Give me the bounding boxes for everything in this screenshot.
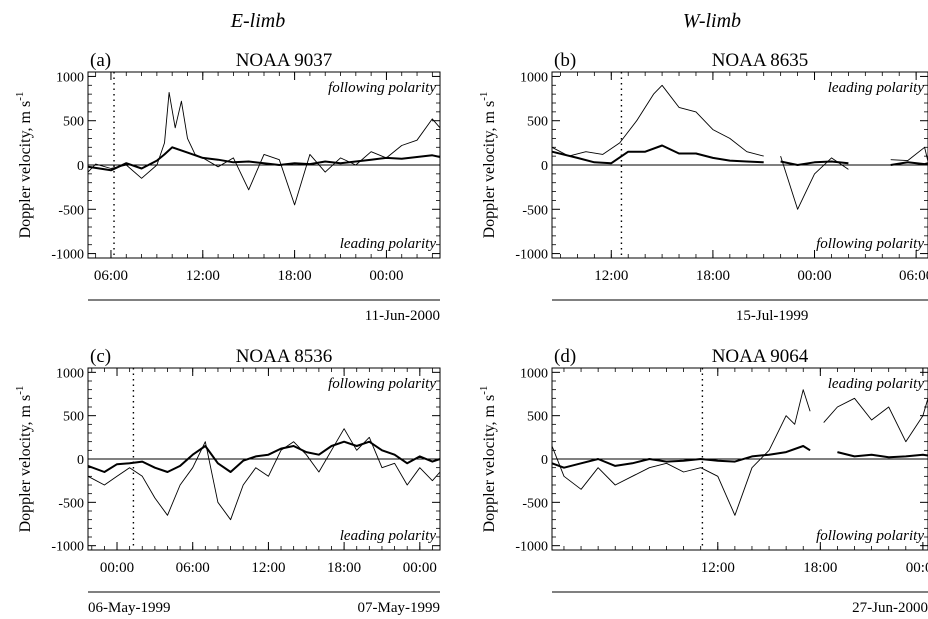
y-tick-label: -500 — [522, 203, 548, 218]
plot-frame — [87, 71, 441, 259]
y-tick-label: 500 — [63, 410, 84, 425]
date-label: 15-Jul-1999 — [736, 308, 809, 324]
annotation-top: following polarity — [328, 80, 436, 96]
y-tick-label: 0 — [77, 453, 84, 468]
y-tick-label: -500 — [522, 496, 548, 511]
x-tick-label: 18:00 — [696, 268, 730, 284]
y-tick-label: -1000 — [51, 248, 84, 263]
y-tick-label: 1000 — [56, 366, 84, 381]
series-line-thin-1 — [823, 397, 928, 443]
x-tick-label: 00:00 — [797, 268, 831, 284]
x-tick-label: 12:00 — [186, 268, 220, 284]
plot-frame — [87, 367, 441, 551]
panel-label: (b) — [554, 50, 576, 71]
y-tick-label: -500 — [58, 203, 84, 218]
annotation-bottom: leading polarity — [340, 528, 437, 544]
panel-title: NOAA 8536 — [236, 346, 333, 367]
y-tick-label: 0 — [541, 453, 548, 468]
x-tick-label: 00:00 — [403, 560, 437, 576]
y-tick-label: 0 — [541, 159, 548, 174]
y-tick-label: 500 — [527, 410, 548, 425]
column-title-w-limb: W-limb — [683, 10, 741, 32]
annotation-bottom: leading polarity — [340, 236, 437, 252]
y-axis-title: Doppler velocity, m s-1 — [14, 92, 34, 239]
panel-title: NOAA 8635 — [712, 50, 809, 71]
date-label: 06-May-1999 — [88, 600, 171, 616]
annotation-top: leading polarity — [828, 80, 925, 96]
y-tick-label: 500 — [527, 115, 548, 130]
chart-panel-3: (d) NOAA 9064 1000 500 0 -500 -1000 Doppler vel… — [478, 346, 928, 616]
y-tick-label: 1000 — [520, 70, 548, 85]
x-tick-label: 06:00 — [899, 268, 928, 284]
panel-label: (c) — [90, 346, 111, 367]
x-tick-label: 12:00 — [251, 560, 285, 576]
date-label: 07-May-1999 — [358, 600, 441, 616]
panel-title: NOAA 9064 — [712, 346, 809, 367]
series-line-thick-0 — [87, 146, 441, 172]
y-tick-label: -1000 — [515, 248, 548, 263]
panel-title: NOAA 9037 — [236, 50, 333, 71]
series-line-thin-0 — [551, 84, 764, 157]
annotation-top: following polarity — [328, 376, 436, 392]
series-line-thick-2 — [890, 161, 928, 166]
x-tick-label: 18:00 — [278, 268, 312, 284]
y-tick-label: 0 — [77, 159, 84, 174]
plot-frame — [551, 71, 928, 259]
y-axis-title: Doppler velocity, m s-1 — [478, 92, 498, 239]
x-tick-label: 06:00 — [176, 560, 210, 576]
series-line-thin-2 — [890, 146, 928, 162]
y-axis-title: Doppler velocity, m s-1 — [14, 386, 34, 533]
x-tick-label: 00:00 — [100, 560, 134, 576]
y-axis-title: Doppler velocity, m s-1 — [478, 386, 498, 533]
series-line-thick-1 — [837, 451, 928, 459]
panel-label: (d) — [554, 346, 576, 367]
date-label: 27-Jun-2000 — [852, 600, 928, 616]
series-line-thick-0 — [87, 440, 441, 473]
x-tick-label: 12:00 — [701, 560, 735, 576]
chart-panel-1: (b) NOAA 8635 1000 500 0 -500 -1000 Doppler vel… — [478, 50, 928, 324]
annotation-bottom: following polarity — [816, 528, 924, 544]
x-tick-label: 18:00 — [327, 560, 361, 576]
y-tick-label: -500 — [58, 496, 84, 511]
y-tick-label: 1000 — [520, 366, 548, 381]
plot-frame — [551, 367, 928, 551]
annotation-bottom: following polarity — [816, 236, 924, 252]
x-tick-label: 06:00 — [94, 268, 128, 284]
x-tick-label: 18:00 — [803, 560, 837, 576]
y-tick-label: -1000 — [51, 540, 84, 555]
series-line-thick-0 — [551, 144, 764, 165]
panel-label: (a) — [90, 50, 111, 71]
column-title-e-limb: E-limb — [230, 10, 285, 32]
series-line-thin-0 — [87, 428, 441, 521]
x-tick-label: 00:00 — [369, 268, 403, 284]
chart-panel-0: (a) NOAA 9037 1000 500 0 -500 -1000 Doppler vel… — [14, 50, 441, 324]
series-line-thick-0 — [551, 445, 811, 469]
y-tick-label: -1000 — [515, 540, 548, 555]
series-line-thin-0 — [551, 389, 811, 516]
x-tick-label: 00:00 — [906, 560, 928, 576]
date-label: 11-Jun-2000 — [365, 308, 440, 324]
annotation-top: leading polarity — [828, 376, 925, 392]
y-tick-label: 1000 — [56, 70, 84, 85]
series-line-thick-1 — [780, 160, 849, 166]
x-tick-label: 12:00 — [594, 268, 628, 284]
series-line-thin-0 — [87, 91, 441, 206]
chart-panel-2: (c) NOAA 8536 1000 500 0 -500 -1000 Doppler vel… — [14, 346, 441, 616]
y-tick-label: 500 — [63, 115, 84, 130]
